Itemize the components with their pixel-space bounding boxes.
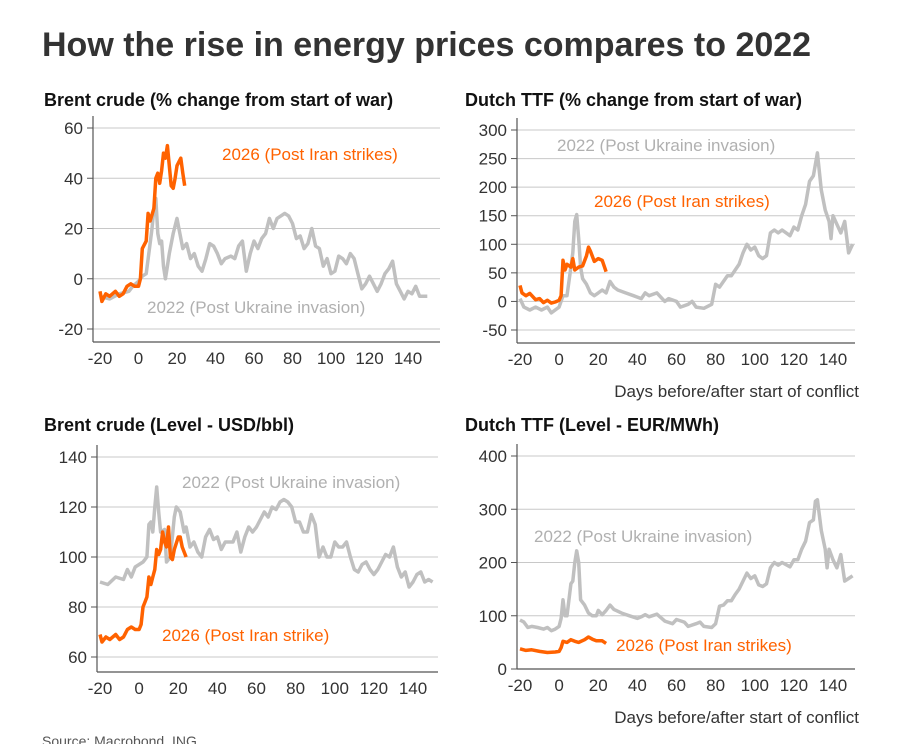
x-tick-label: -20 xyxy=(508,676,533,695)
x-tick-label: 60 xyxy=(245,349,264,368)
series-label-2022: 2022 (Post Ukraine invasion) xyxy=(147,298,365,317)
series-line-2026 xyxy=(98,525,188,644)
y-tick-label: -50 xyxy=(482,321,507,340)
x-tick-label: 40 xyxy=(628,676,647,695)
figure-title: How the rise in energy prices compares t… xyxy=(42,26,812,64)
x-tick-label: 0 xyxy=(554,350,563,369)
x-tick-label: 20 xyxy=(169,679,188,698)
x-tick-label: -20 xyxy=(508,350,533,369)
y-tick-label: 100 xyxy=(479,235,507,254)
series-label-2022: 2022 (Post Ukraine invasion) xyxy=(534,527,752,546)
y-tick-label: 250 xyxy=(479,150,507,169)
source-note: Source: Macrobond, ING xyxy=(42,733,197,744)
series-line-2022 xyxy=(99,485,434,589)
series-line-2022 xyxy=(518,151,855,315)
y-tick-label: -20 xyxy=(58,320,83,339)
y-tick-label: 0 xyxy=(498,292,507,311)
y-tick-label: 60 xyxy=(68,648,87,667)
x-tick-label: 140 xyxy=(399,679,427,698)
x-tick-label: 100 xyxy=(321,679,349,698)
x-tick-label: 80 xyxy=(706,350,725,369)
x-tick-label: 140 xyxy=(819,350,847,369)
series-label-2026: 2026 (Post Iran strikes) xyxy=(222,145,398,164)
x-axis-label: Days before/after start of conflict xyxy=(614,708,859,727)
x-tick-label: 100 xyxy=(741,676,769,695)
y-tick-label: 20 xyxy=(64,220,83,239)
chart-title-brent-level: Brent crude (Level - USD/bbl) xyxy=(44,415,295,435)
series-label-2022: 2022 (Post Ukraine invasion) xyxy=(557,136,775,155)
y-tick-label: 200 xyxy=(479,178,507,197)
y-tick-label: 100 xyxy=(479,607,507,626)
x-tick-label: -20 xyxy=(88,349,113,368)
x-tick-label: -20 xyxy=(88,679,113,698)
x-tick-label: 60 xyxy=(667,350,686,369)
x-tick-label: 140 xyxy=(394,349,422,368)
x-axis-label: Days before/after start of conflict xyxy=(614,382,859,401)
series-label-2026: 2026 (Post Iran strikes) xyxy=(616,636,792,655)
y-tick-label: 60 xyxy=(64,119,83,138)
x-tick-label: 120 xyxy=(780,676,808,695)
x-tick-label: 60 xyxy=(667,676,686,695)
x-tick-label: 0 xyxy=(134,349,143,368)
y-tick-label: 300 xyxy=(479,121,507,140)
y-tick-label: 0 xyxy=(498,660,507,679)
chart-title-ttf-level: Dutch TTF (Level - EUR/MWh) xyxy=(465,415,719,435)
x-tick-label: 120 xyxy=(780,350,808,369)
x-tick-label: 140 xyxy=(819,676,847,695)
x-tick-label: 20 xyxy=(168,349,187,368)
series-label-2026: 2026 (Post Iran strikes) xyxy=(594,192,770,211)
x-tick-label: 0 xyxy=(554,676,563,695)
x-tick-label: 120 xyxy=(360,679,388,698)
series-line-2026 xyxy=(98,143,187,304)
x-tick-label: 80 xyxy=(283,349,302,368)
series-line-2022 xyxy=(519,497,854,633)
series-line-2026 xyxy=(518,245,608,305)
x-tick-label: 120 xyxy=(355,349,383,368)
y-tick-label: 40 xyxy=(64,169,83,188)
x-tick-label: 0 xyxy=(134,679,143,698)
y-tick-label: 150 xyxy=(479,207,507,226)
y-tick-label: 140 xyxy=(59,448,87,467)
chart-title-ttf-pct: Dutch TTF (% change from start of war) xyxy=(465,90,803,110)
x-tick-label: 40 xyxy=(628,350,647,369)
y-tick-label: 300 xyxy=(479,500,507,519)
y-tick-label: 400 xyxy=(479,447,507,466)
x-tick-label: 20 xyxy=(589,676,608,695)
y-tick-label: 80 xyxy=(68,598,87,617)
y-tick-label: 0 xyxy=(74,270,83,289)
series-label-2022: 2022 (Post Ukraine invasion) xyxy=(182,473,400,492)
y-tick-label: 120 xyxy=(59,498,87,517)
series-line-2022 xyxy=(99,196,428,301)
x-tick-label: 40 xyxy=(206,349,225,368)
y-tick-label: 100 xyxy=(59,548,87,567)
x-tick-label: 80 xyxy=(706,676,725,695)
series-label-2026: 2026 (Post Iran strike) xyxy=(162,626,329,645)
chart-title-brent-pct: Brent crude (% change from start of war) xyxy=(44,90,394,110)
x-tick-label: 100 xyxy=(741,350,769,369)
x-tick-label: 40 xyxy=(208,679,227,698)
series-line-2026 xyxy=(519,635,608,655)
y-tick-label: 50 xyxy=(488,264,507,283)
y-tick-label: 200 xyxy=(479,554,507,573)
x-tick-label: 80 xyxy=(286,679,305,698)
x-tick-label: 60 xyxy=(247,679,266,698)
x-tick-label: 100 xyxy=(317,349,345,368)
x-tick-label: 20 xyxy=(589,350,608,369)
